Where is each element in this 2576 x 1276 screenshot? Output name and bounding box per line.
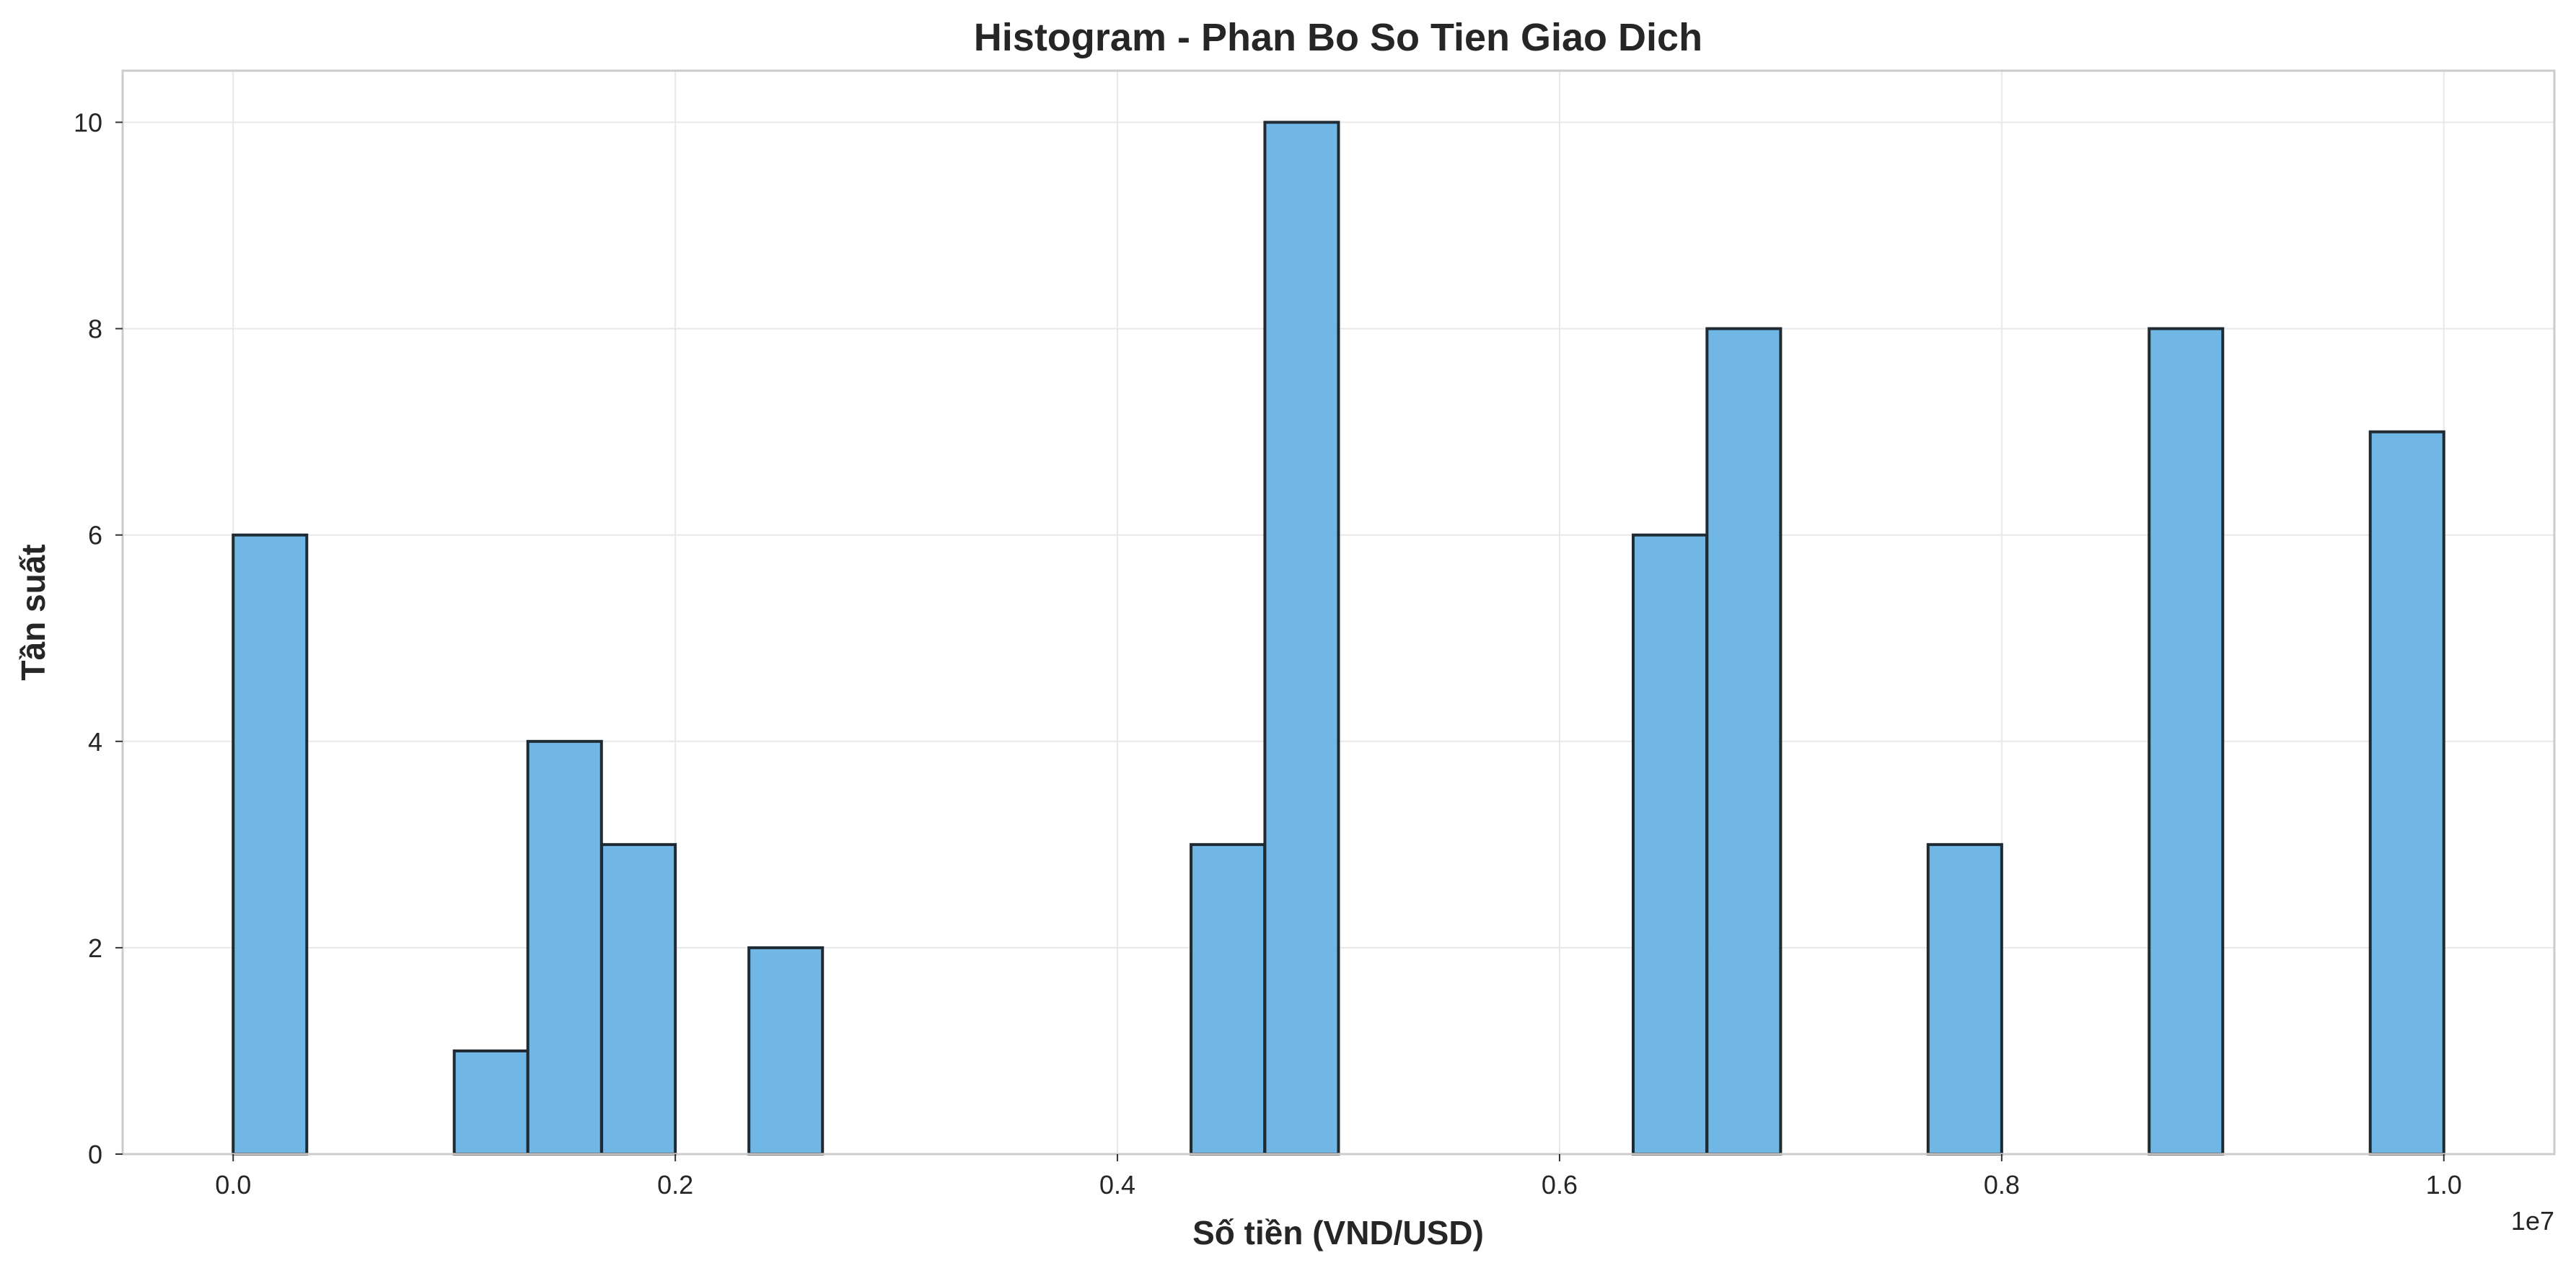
histogram-bar-9 bbox=[1705, 327, 1782, 1156]
ticks-layer: 0.0 0.2 0.4 0.6 0.8 1.0 0 2 4 6 8 10 bbox=[74, 108, 2462, 1200]
x-tick-label: 0.0 bbox=[215, 1170, 251, 1200]
y-tick-label: 4 bbox=[88, 727, 102, 757]
histogram-bar-5 bbox=[747, 946, 825, 1156]
y-tick-label: 0 bbox=[88, 1140, 102, 1169]
y-tick-label: 2 bbox=[88, 933, 102, 963]
histogram-bar-12 bbox=[2368, 430, 2445, 1156]
plot-frame bbox=[121, 69, 2556, 1156]
y-tick-label: 8 bbox=[88, 314, 102, 344]
histogram-bar-7 bbox=[1263, 120, 1340, 1156]
x-tick-label: 0.6 bbox=[1542, 1170, 1578, 1200]
chart-title: Histogram - Phan Bo So Tien Giao Dich bbox=[974, 16, 1702, 59]
x-tick-label: 0.8 bbox=[1984, 1170, 2020, 1200]
x-axis-label: Số tiền (VND/USD) bbox=[1192, 1214, 1484, 1251]
y-tick-label: 10 bbox=[74, 108, 102, 138]
x-tick-label: 0.2 bbox=[657, 1170, 693, 1200]
histogram-bar-11 bbox=[2148, 327, 2225, 1156]
y-tick-label: 6 bbox=[88, 521, 102, 550]
y-axis-label: Tần suất bbox=[14, 544, 52, 680]
histogram-bar-2 bbox=[452, 1049, 529, 1156]
histogram-bar-3 bbox=[526, 739, 603, 1156]
x-tick-label: 1.0 bbox=[2426, 1170, 2462, 1200]
histogram-bar-1 bbox=[232, 533, 309, 1156]
x-offset-label: 1e7 bbox=[2511, 1206, 2554, 1236]
histogram-bar-10 bbox=[1926, 842, 2003, 1156]
histogram-bar-6 bbox=[1190, 842, 1267, 1156]
bars-layer bbox=[232, 120, 2445, 1156]
x-tick-label: 0.4 bbox=[1099, 1170, 1135, 1200]
histogram-bar-8 bbox=[1632, 533, 1709, 1156]
histogram-bar-4 bbox=[600, 842, 677, 1156]
